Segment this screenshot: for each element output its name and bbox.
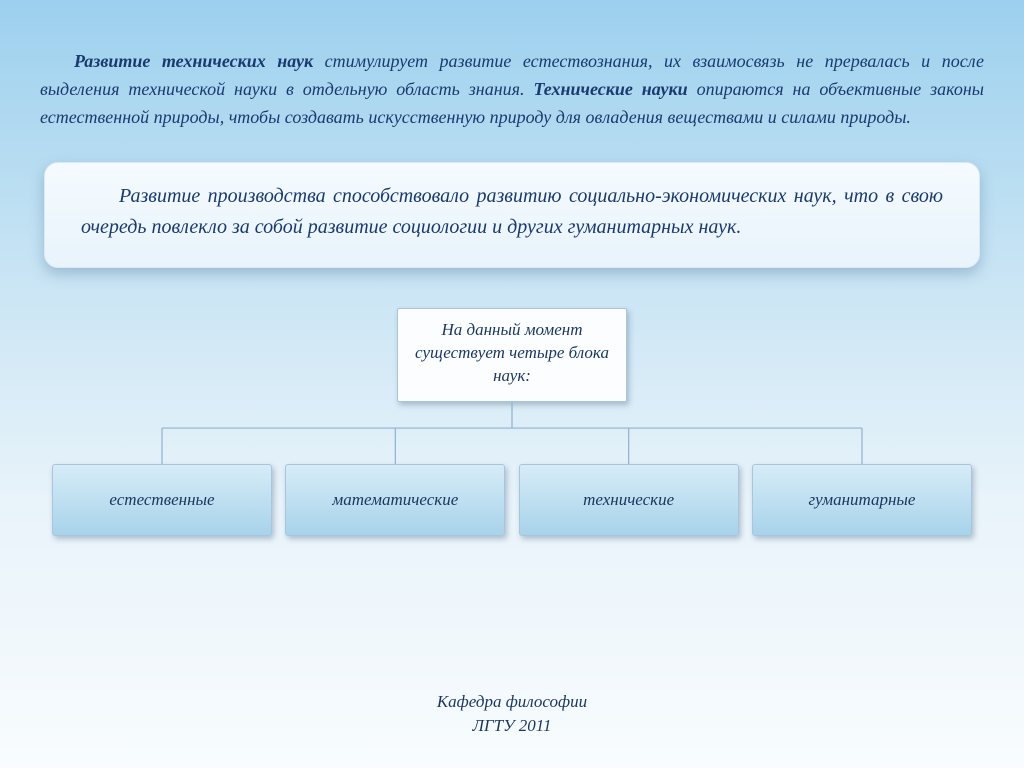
tree-leaves-row: естественные математические технические … (40, 464, 984, 536)
callout-box: Развитие производства способствовало раз… (44, 162, 980, 268)
tree-leaf: математические (285, 464, 505, 536)
tree-root: На данный момент существует четыре блока… (397, 308, 627, 403)
intro-bold-2: Технические науки (533, 79, 687, 99)
footer-line-2: ЛГТУ 2011 (0, 714, 1024, 738)
intro-paragraph: Развитие технических наук стимулирует ра… (40, 48, 984, 132)
tree-leaf: гуманитарные (752, 464, 972, 536)
tree-leaf: естественные (52, 464, 272, 536)
callout-text: Развитие производства способствовало раз… (81, 185, 943, 238)
footer: Кафедра философии ЛГТУ 2011 (0, 690, 1024, 738)
hierarchy-tree: На данный момент существует четыре блока… (40, 308, 984, 537)
tree-leaf: технические (519, 464, 739, 536)
footer-line-1: Кафедра философии (0, 690, 1024, 714)
tree-connectors (40, 402, 984, 464)
intro-bold-1: Развитие технических наук (74, 51, 313, 71)
